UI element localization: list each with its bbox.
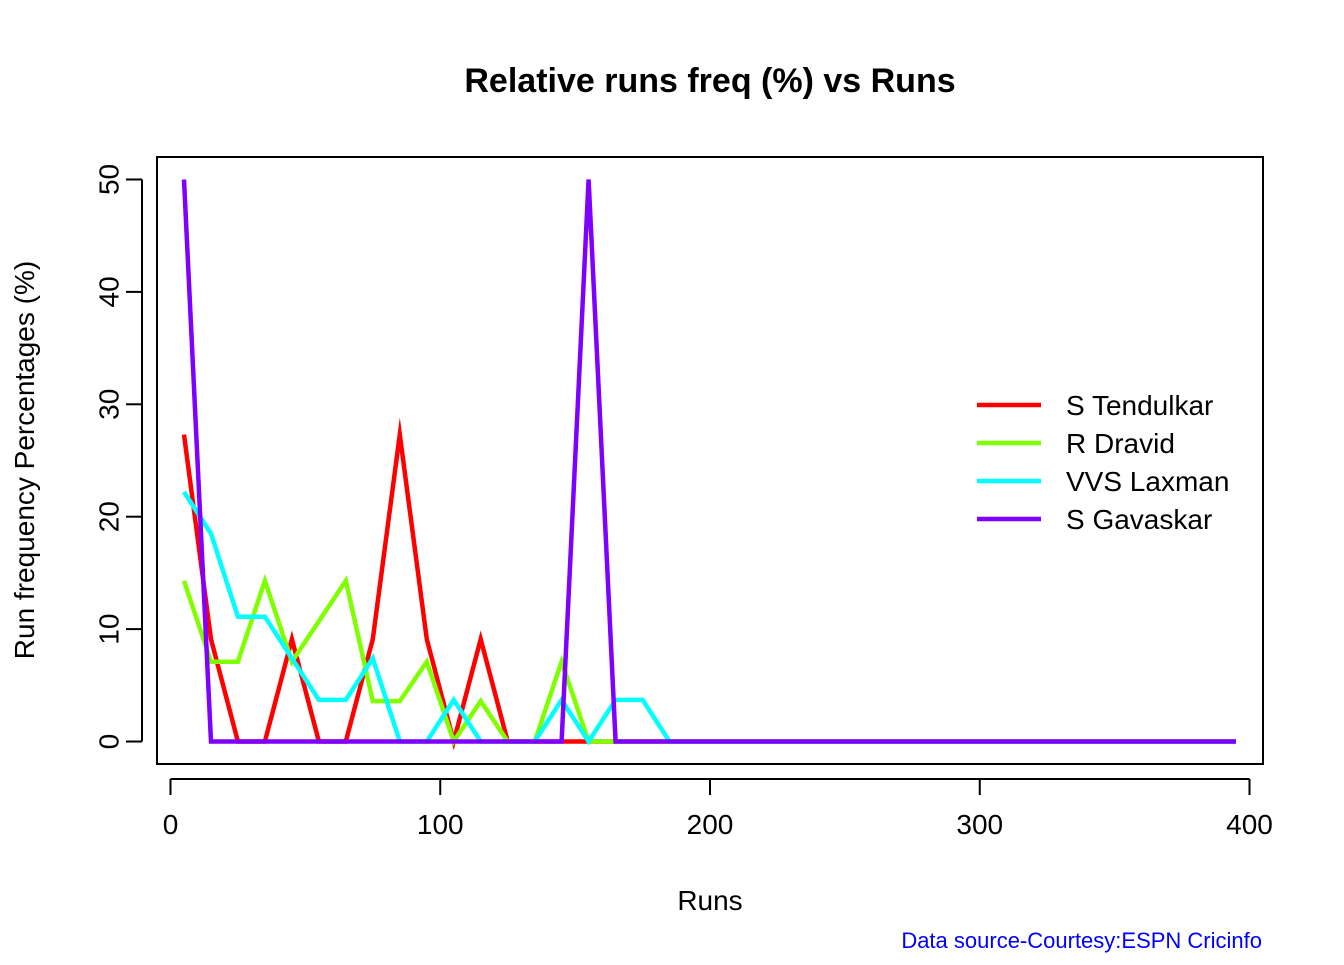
legend-label-r-dravid: R Dravid	[1066, 428, 1175, 459]
series-line-r-dravid	[181, 573, 1236, 747]
legend: S Tendulkar R Dravid VVS Laxman S Gavaskar	[977, 390, 1229, 535]
chart-title: Relative runs freq (%) vs Runs	[464, 62, 955, 100]
y-axis-title: Run frequency Percentages (%)	[9, 261, 40, 659]
y-tick-label: 50	[94, 164, 125, 195]
legend-label-vvs-laxman: VVS Laxman	[1066, 466, 1229, 497]
series-layer	[181, 179, 1236, 751]
y-axis: 0 10 20 30 40 50	[94, 164, 143, 749]
legend-label-s-gavaskar: S Gavaskar	[1066, 504, 1212, 535]
series-line-s-gavaskar	[181, 179, 1236, 744]
x-tick-label: 200	[687, 809, 734, 840]
x-tick-label: 300	[956, 809, 1003, 840]
y-tick-label: 30	[94, 389, 125, 420]
source-note: Data source-Courtesy:ESPN Cricinfo	[901, 928, 1262, 953]
legend-label-s-tendulkar: S Tendulkar	[1066, 390, 1213, 421]
x-tick-label: 0	[163, 809, 179, 840]
y-tick-label: 0	[94, 734, 125, 750]
y-tick-label: 40	[94, 276, 125, 307]
x-axis: 0 100 200 300 400	[163, 778, 1273, 840]
x-axis-title: Runs	[677, 885, 742, 916]
y-tick-label: 10	[94, 614, 125, 645]
x-tick-label: 100	[417, 809, 464, 840]
y-tick-label: 20	[94, 501, 125, 532]
plot-frame	[156, 156, 1264, 765]
x-tick-label: 400	[1226, 809, 1273, 840]
